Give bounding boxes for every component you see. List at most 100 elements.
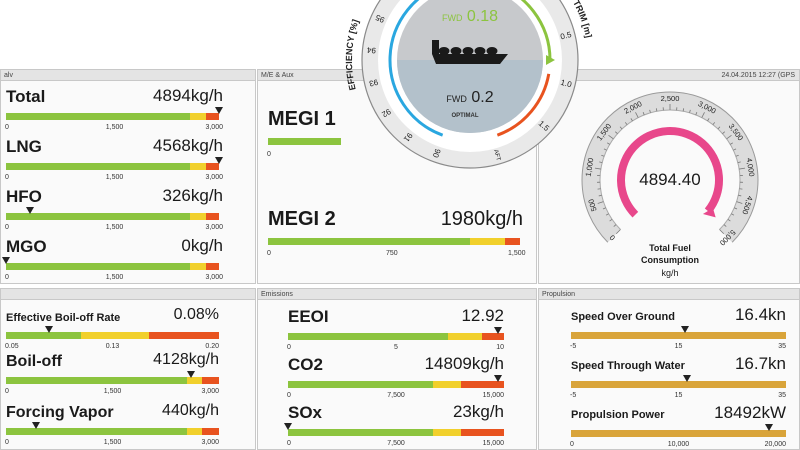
boiloff-row-0-tick-0: 0.05 bbox=[5, 343, 19, 350]
emission-row-co2-bar bbox=[288, 381, 504, 388]
boiloff-row-1-label: Boil-off bbox=[6, 353, 62, 370]
panel-header bbox=[1, 289, 255, 300]
boiloff-row-0-marker bbox=[44, 326, 53, 333]
propulsion-row-0-number: 16.4 bbox=[734, 305, 769, 324]
propulsion-row-2-tick-2: 20,000 bbox=[764, 441, 786, 448]
propulsion-row-0-value: 16.4kn bbox=[735, 305, 786, 325]
emission-row-co2-number: 14809 bbox=[424, 354, 472, 373]
fuel-row-mgo-tick-2: 3,000 bbox=[205, 274, 223, 281]
boiloff-row-2-value: 440kg/h bbox=[162, 402, 219, 420]
fwd-top: FWD 0.18 bbox=[430, 8, 510, 26]
fuel-row-lng-number: 4568 bbox=[153, 136, 191, 155]
fuel-row-hfo-marker bbox=[25, 207, 34, 214]
fuel-row-lng-zone-0 bbox=[6, 163, 191, 170]
propulsion-row-0-tick-2: 35 bbox=[778, 343, 786, 350]
emission-row-eeoi-marker bbox=[493, 327, 502, 334]
fwd-bottom-label: FWD bbox=[446, 94, 467, 104]
propulsion-row-1-label: Speed Through Water bbox=[571, 360, 685, 372]
fuel-row-total-marker bbox=[214, 107, 223, 114]
propulsion-row-0-tick-1: 15 bbox=[674, 343, 683, 350]
boiloff-row-2-tick-2: 3,000 bbox=[201, 439, 219, 446]
emission-row-co2-tick-2: 15,000 bbox=[482, 392, 504, 399]
megi1-bar bbox=[268, 138, 341, 145]
trim-title: TRIM [m] bbox=[571, 0, 594, 39]
ship-tank-icon bbox=[474, 47, 486, 55]
boiloff-row-0-unit: % bbox=[204, 306, 219, 323]
panel-header: alv bbox=[1, 70, 255, 81]
fuel-row-mgo-value: 0kg/h bbox=[181, 236, 223, 256]
panel-header: 24.04.2015 12:27 (GPS bbox=[539, 70, 799, 81]
fuel-row-lng-zone-2 bbox=[205, 163, 219, 170]
megi2-row: MEGI 2 1980kg/h 0 750 1,500 bbox=[267, 208, 526, 263]
fuel-row-mgo-tick-0: 0 bbox=[5, 274, 9, 281]
propulsion-row-0-marker bbox=[680, 326, 689, 333]
fwd-top-label: FWD bbox=[441, 13, 463, 23]
fuel-row-total-value: 4894kg/h bbox=[153, 86, 223, 106]
emission-row-eeoi-number: 12.92 bbox=[461, 306, 504, 325]
emission-row-co2-marker bbox=[493, 375, 502, 382]
boiloff-row-0-number: 0.08 bbox=[173, 306, 205, 323]
emission-row-eeoi-value: 12.92 bbox=[461, 306, 504, 326]
boiloff-row-2: Forcing Vapor 440kg/h 0 1,500 3,000 bbox=[5, 402, 219, 448]
emission-row-eeoi-zone-0 bbox=[288, 333, 448, 340]
emission-row-co2-value: 14809kg/h bbox=[425, 354, 504, 374]
emission-row-sox-number: 23 bbox=[452, 402, 472, 421]
emission-row-sox-bar bbox=[288, 429, 504, 436]
emission-row-eeoi-zone-1 bbox=[447, 333, 483, 340]
optimal-label: OPTIMAL bbox=[451, 113, 479, 119]
fuel-row-total-unit: kg/h bbox=[190, 86, 223, 105]
fuel-row-mgo: MGO 0kg/h 0 1,500 3,000 bbox=[2, 236, 223, 282]
propulsion-row-2-unit: kW bbox=[761, 403, 786, 422]
emission-row-co2-zone-2 bbox=[460, 381, 504, 388]
trim-tick-1: 0.0 bbox=[536, 0, 551, 1]
fuel-row-mgo-bar bbox=[6, 263, 223, 270]
emission-row-sox: SOx 23kg/h 0 7,500 15,000 bbox=[284, 402, 504, 448]
ship-bridge-icon bbox=[432, 40, 439, 54]
propulsion-row-2-tick-0: 0 bbox=[570, 441, 574, 448]
fuel-row-lng-tick-2: 3,000 bbox=[205, 174, 223, 181]
propulsion-row-2-number: 18492 bbox=[714, 403, 762, 422]
fuel-row-lng-marker bbox=[214, 157, 223, 164]
fuel-row-mgo-marker bbox=[2, 257, 10, 264]
emissions-panel: Emissions EEOI 12.92 0 5 10 CO2 14809kg/h 0 7,50… bbox=[257, 288, 537, 450]
emission-row-co2-tick-0: 0 bbox=[287, 392, 291, 399]
ship-tank-icon bbox=[450, 47, 462, 55]
propulsion-panel: Propulsion Speed Over Ground 16.4kn -5 15 35… bbox=[538, 288, 800, 450]
megi2-value: 1980kg/h bbox=[440, 208, 523, 230]
fuel-row-mgo-tick-1: 1,500 bbox=[105, 274, 124, 281]
emission-row-eeoi-zone-2 bbox=[482, 333, 504, 340]
fuel-row-lng-value: 4568kg/h bbox=[153, 136, 223, 156]
emission-row-eeoi-label: EEOI bbox=[288, 307, 329, 326]
boiloff-row-2-label: Forcing Vapor bbox=[6, 404, 114, 421]
boiloff-row-0-zone-1 bbox=[80, 332, 149, 339]
boiloff-row-0: Effective Boil-off Rate 0.08% 0.05 0.13 0.20 bbox=[5, 306, 219, 352]
efficiency-tick-5: 95 bbox=[374, 12, 386, 24]
emission-row-co2: CO2 14809kg/h 0 7,500 15,000 bbox=[287, 354, 504, 400]
propulsion-row-0-unit: kn bbox=[768, 305, 786, 324]
propulsion-row-2-value: 18492kW bbox=[714, 403, 786, 423]
emission-row-sox-zone-2 bbox=[460, 429, 504, 436]
boiloff-row-2-zone-0 bbox=[6, 428, 188, 435]
propulsion-row-1-tick-0: -5 bbox=[570, 392, 577, 399]
boiloff-row-2-tick-1: 1,500 bbox=[103, 439, 122, 446]
emission-row-co2-label: CO2 bbox=[288, 355, 323, 374]
fuel-row-hfo-zone-0 bbox=[6, 213, 191, 220]
boiloff-row-1-number: 4128 bbox=[153, 351, 189, 368]
propulsion-row-1: Speed Through Water 16.7kn -5 15 35 bbox=[570, 354, 786, 400]
propulsion-row-0-bar bbox=[571, 332, 786, 339]
emission-row-sox-label: SOx bbox=[288, 403, 323, 422]
megi1-label: MEGI 1 bbox=[268, 108, 336, 130]
trim-pointer bbox=[546, 55, 555, 65]
emission-row-eeoi-bar bbox=[288, 333, 504, 340]
total-fuel-label-2: Consumption bbox=[641, 255, 699, 265]
propulsion-row-1-bar bbox=[571, 381, 786, 388]
emission-row-co2-tick-1: 7,500 bbox=[387, 392, 405, 399]
emission-row-sox-zone-1 bbox=[432, 429, 461, 436]
fuel-row-hfo: HFO 326kg/h 0 1,500 3,000 bbox=[5, 186, 223, 232]
fuel-row-lng: LNG 4568kg/h 0 1,500 3,000 bbox=[5, 136, 223, 182]
boiloff-row-1-tick-2: 3,000 bbox=[201, 388, 219, 395]
boiloff-row-0-tick-1: 0.13 bbox=[105, 343, 120, 350]
propulsion-row-2-zone-0 bbox=[571, 430, 786, 437]
boiloff-row-2-marker bbox=[31, 422, 40, 429]
propulsion-row-0-zone-0 bbox=[571, 332, 786, 339]
